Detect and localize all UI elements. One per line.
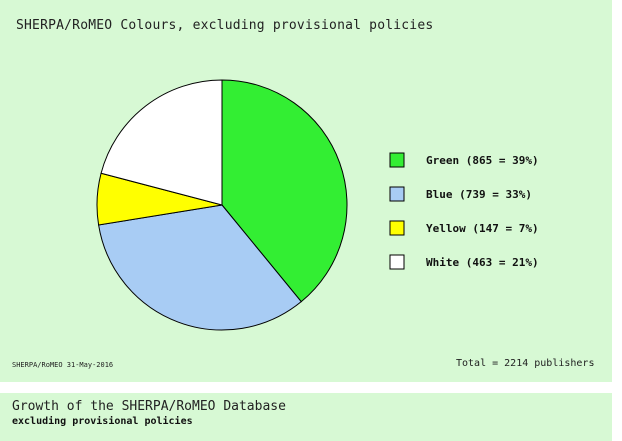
legend-swatch-blue xyxy=(389,186,405,202)
total-label: Total = 2214 publishers xyxy=(456,358,595,369)
colours-chart-panel: SHERPA/RoMEO Colours, excluding provisio… xyxy=(0,0,612,382)
source-date-label: SHERPA/RoMEO 31-May-2016 xyxy=(12,361,114,369)
legend-label-blue: Blue (739 = 33%) xyxy=(426,188,532,201)
growth-chart-subtitle: excluding provisional policies xyxy=(12,416,193,427)
legend-swatch-green xyxy=(389,152,405,168)
growth-chart-title: Growth of the SHERPA/RoMEO Database xyxy=(12,399,286,414)
legend-label-white: White (463 = 21%) xyxy=(426,256,539,269)
pie-chart: Green (865 = 39%) Blue (739 = 33%) Yellow … xyxy=(96,79,539,331)
pie-slice-white xyxy=(100,79,223,206)
chart-title: SHERPA/RoMEO Colours, excluding provisio… xyxy=(16,18,434,33)
legend-swatch-yellow xyxy=(389,220,405,236)
pie-slice-blue xyxy=(98,204,302,331)
legend-label-green: Green (865 = 39%) xyxy=(426,154,539,167)
pie-slice-green xyxy=(221,79,348,303)
legend-label-yellow: Yellow (147 = 7%) xyxy=(426,222,539,235)
growth-chart-panel: Growth of the SHERPA/RoMEO Database excl… xyxy=(0,393,612,441)
legend-swatch-white xyxy=(389,254,405,270)
